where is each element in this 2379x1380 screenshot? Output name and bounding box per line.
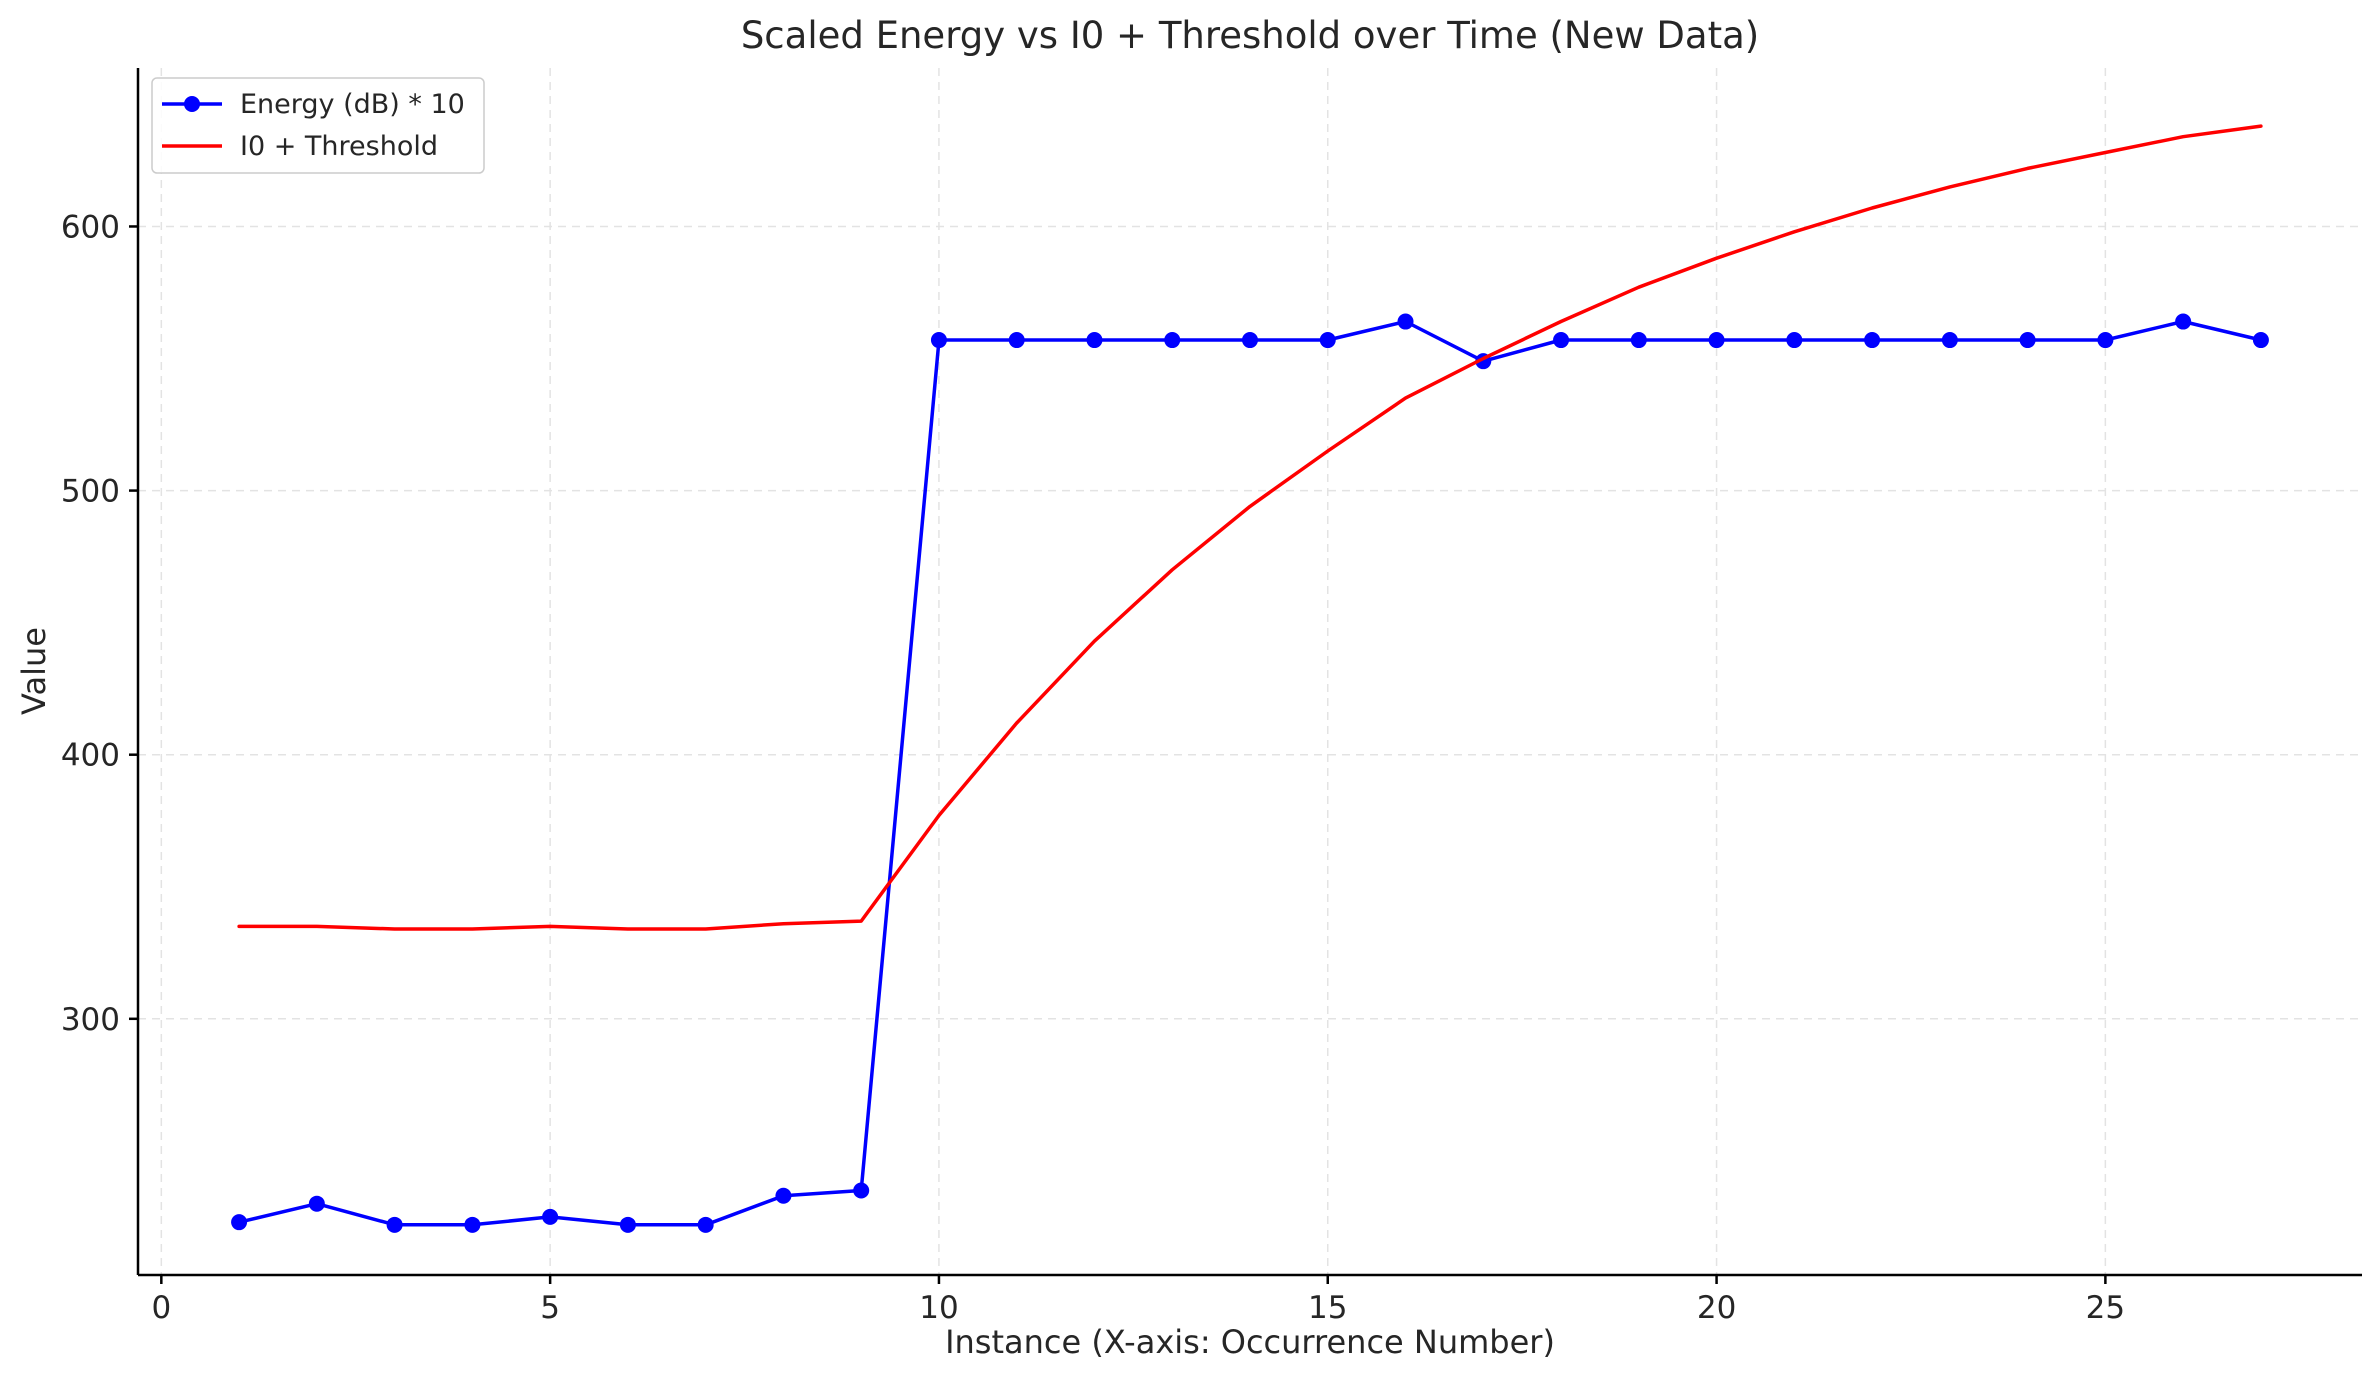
- data-point-energy: [2097, 332, 2114, 349]
- data-point-energy: [853, 1182, 870, 1199]
- legend-box: [151, 77, 485, 174]
- x-tick-label: 0: [151, 1290, 171, 1326]
- data-point-energy: [1941, 332, 1958, 349]
- grid: [138, 68, 2362, 1275]
- ticks: 0 5 10 15 20 25 300 400 500 600: [61, 209, 2125, 1326]
- data-point-energy: [1242, 332, 1258, 349]
- x-tick-label: 10: [919, 1290, 958, 1326]
- x-tick-label: 20: [1697, 1290, 1736, 1326]
- series-line-threshold: [237, 124, 2263, 931]
- y-axis-label: Value: [15, 627, 53, 715]
- data-point-energy: [2252, 332, 2269, 349]
- data-point-energy: [308, 1195, 325, 1212]
- y-tick-label: 600: [61, 209, 120, 245]
- data-point-energy: [542, 1208, 559, 1225]
- data-point-energy: [231, 1214, 248, 1231]
- data-point-energy: [2019, 332, 2036, 349]
- legend-label-energy: Energy (dB) * 10: [240, 89, 465, 120]
- data-point-energy: [775, 1187, 792, 1204]
- data-point-energy: [464, 1216, 481, 1233]
- data-point-energy: [1553, 332, 1570, 349]
- y-tick-label: 300: [61, 1002, 120, 1038]
- chart-title: Scaled Energy vs I0 + Threshold over Tim…: [741, 14, 1759, 57]
- data-point-energy: [386, 1216, 403, 1233]
- data-point-energy: [1397, 313, 1414, 330]
- data-point-energy: [1086, 332, 1103, 349]
- series-line-energy: [237, 319, 2263, 1227]
- data-point-energy: [1164, 332, 1181, 349]
- y-tick-label: 400: [61, 738, 120, 774]
- data-point-energy: [930, 332, 947, 349]
- data-point-energy: [1008, 332, 1025, 349]
- legend-marker-energy: [184, 96, 200, 112]
- x-tick-label: 15: [1308, 1290, 1347, 1326]
- data-point-energy: [619, 1216, 636, 1233]
- data-point-energy: [2175, 313, 2192, 330]
- y-tick-label: 500: [61, 474, 120, 510]
- x-tick-label: 25: [2086, 1290, 2125, 1326]
- series-layer: [231, 124, 2269, 1233]
- data-point-energy: [1630, 332, 1647, 349]
- legend-label-threshold: I0 + Threshold: [240, 131, 438, 162]
- data-point-energy: [1708, 332, 1725, 349]
- data-point-energy: [697, 1216, 714, 1233]
- data-point-energy: [1319, 332, 1336, 349]
- axes: [136, 68, 2362, 1277]
- data-point-energy: [1786, 332, 1803, 349]
- legend: Energy (dB) * 10 I0 + Threshold: [151, 77, 485, 174]
- data-point-energy: [1864, 332, 1881, 349]
- x-axis-label: Instance (X-axis: Occurrence Number): [945, 1323, 1555, 1361]
- x-tick-label: 5: [540, 1290, 560, 1326]
